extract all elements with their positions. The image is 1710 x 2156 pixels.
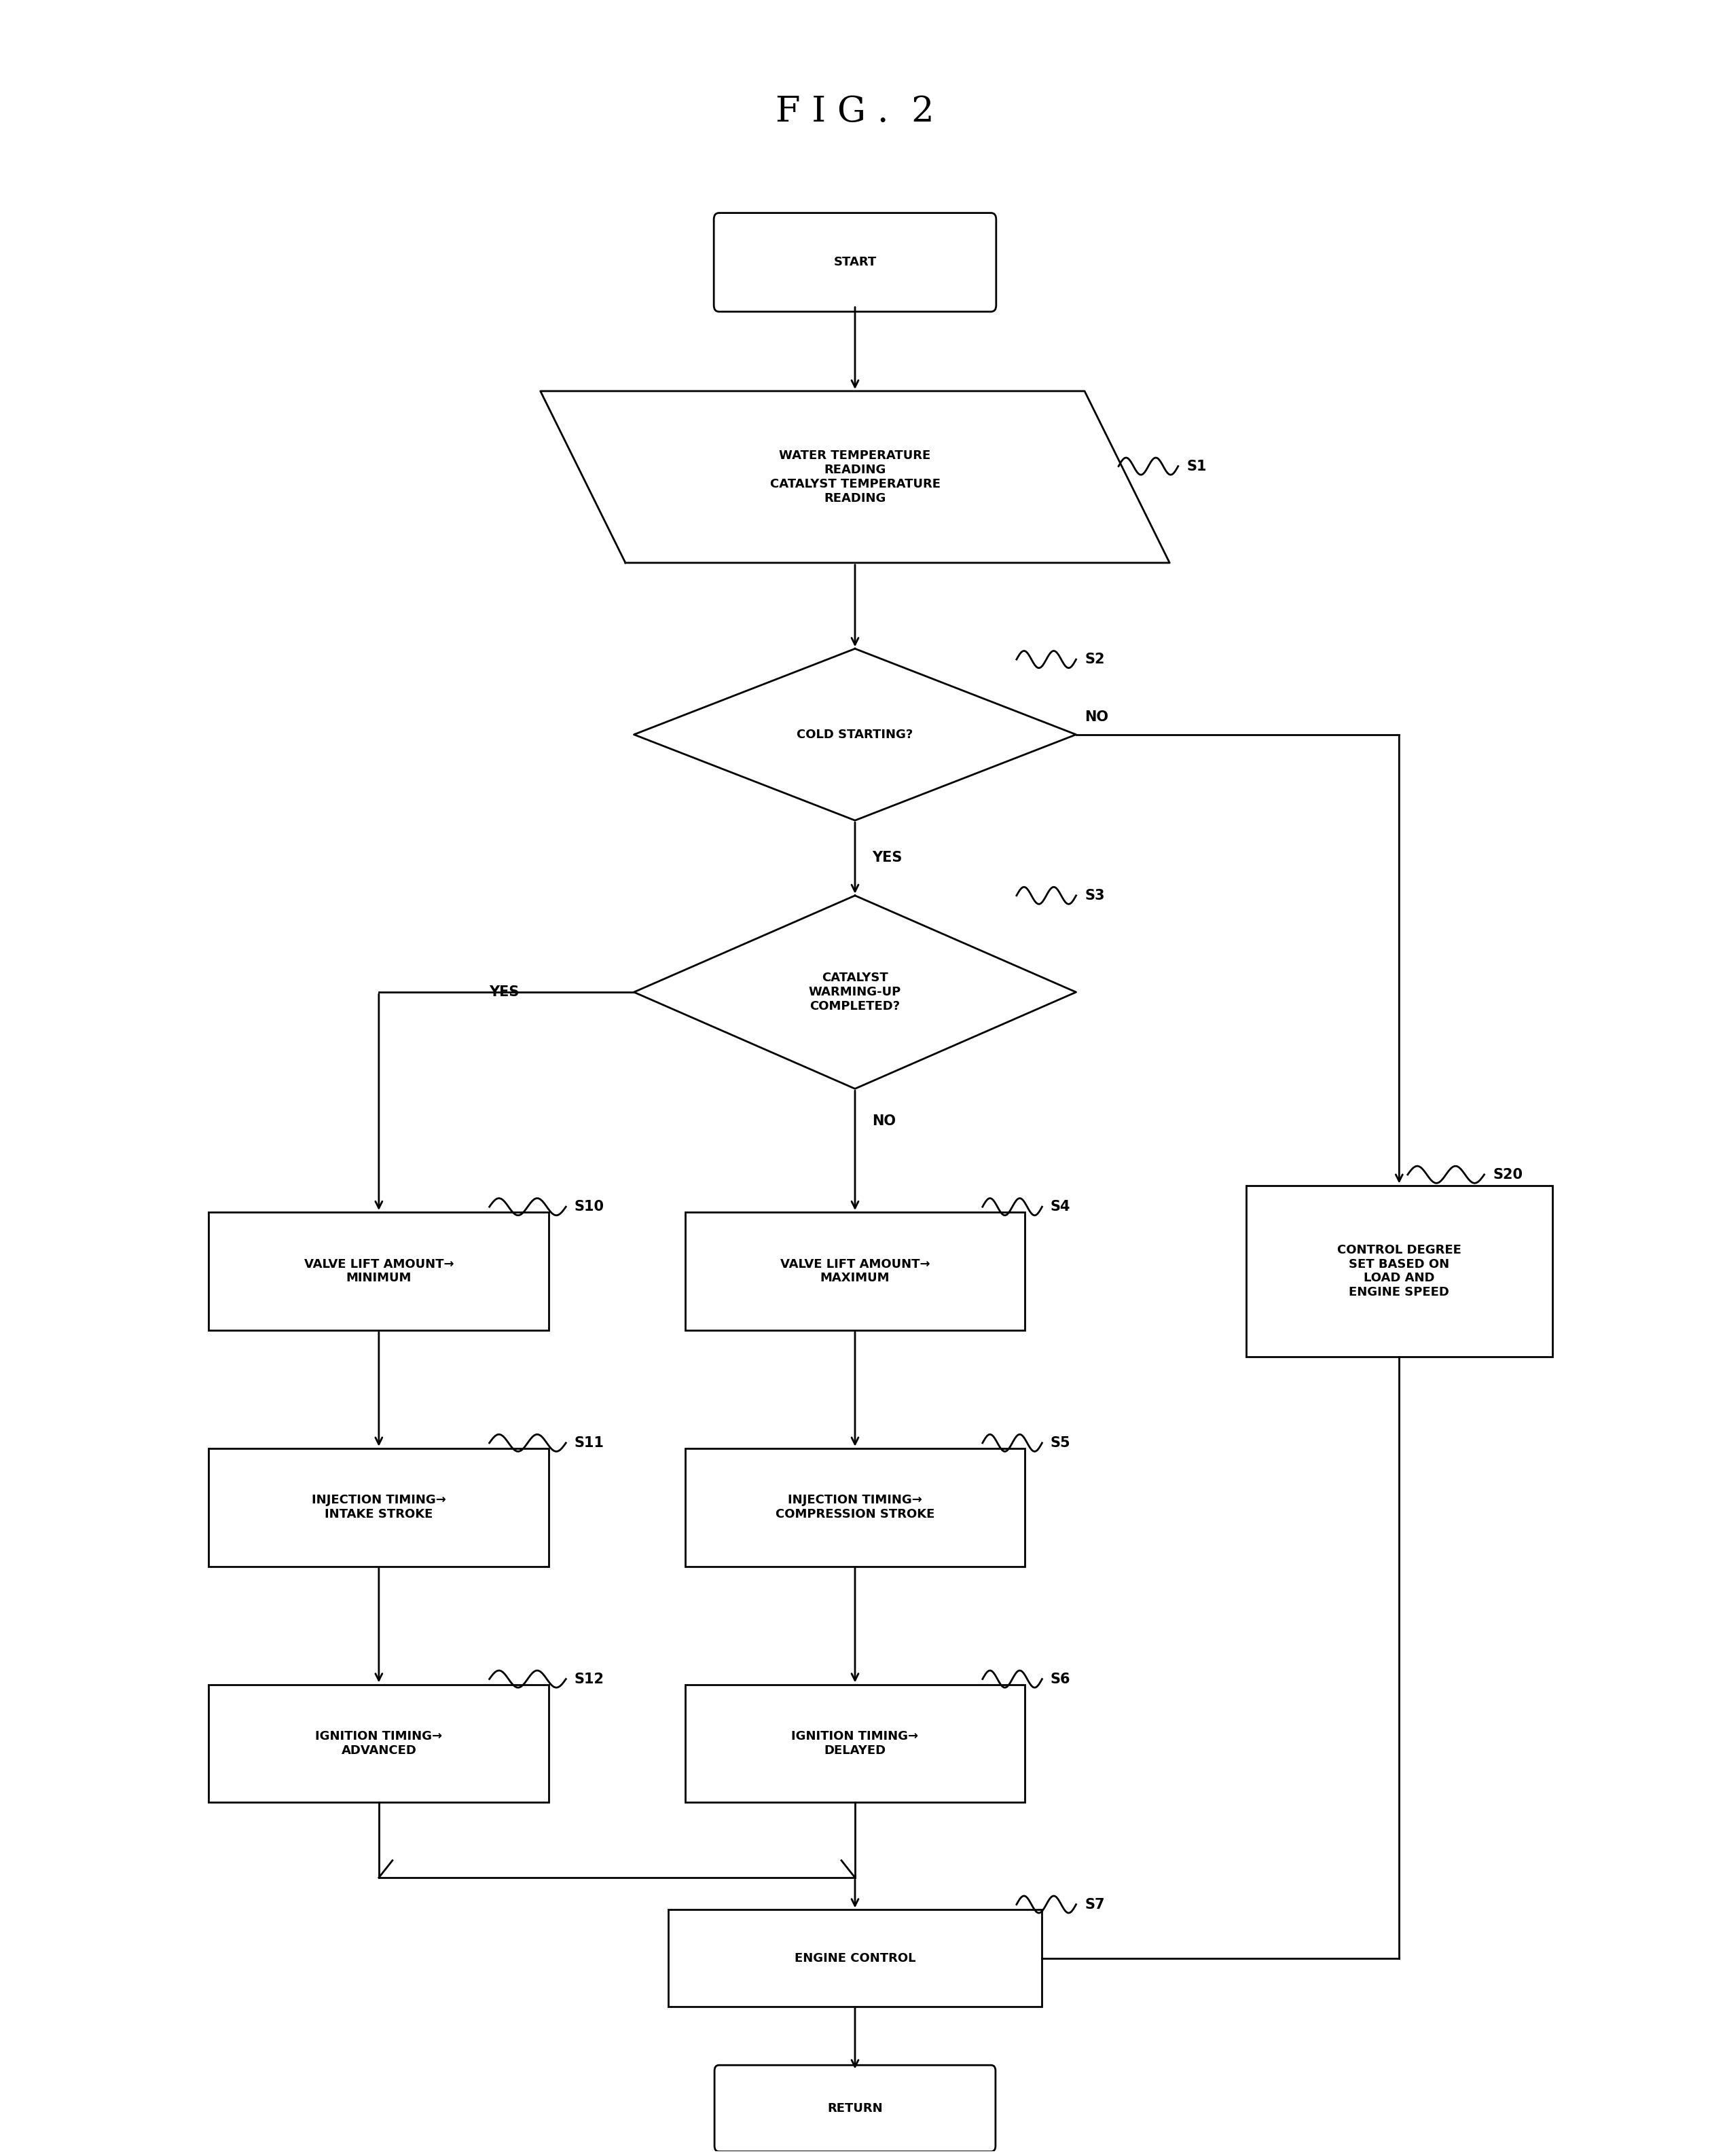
Bar [686,1449,1024,1567]
Text: COLD STARTING?: COLD STARTING? [797,729,913,742]
Text: S11: S11 [575,1436,604,1449]
Text: NO: NO [872,1115,896,1128]
Text: START: START [833,257,877,267]
Polygon shape [634,895,1076,1089]
Text: S7: S7 [1084,1897,1105,1910]
Text: S1: S1 [1187,459,1207,472]
Bar [686,1212,1024,1330]
Text: S10: S10 [575,1201,604,1214]
Text: S12: S12 [575,1673,604,1686]
Bar [686,1684,1024,1802]
Text: VALVE LIFT AMOUNT→
MAXIMUM: VALVE LIFT AMOUNT→ MAXIMUM [780,1257,930,1285]
Polygon shape [540,390,1170,563]
Text: S5: S5 [1050,1436,1070,1449]
Text: INJECTION TIMING→
INTAKE STROKE: INJECTION TIMING→ INTAKE STROKE [311,1494,446,1520]
Text: CATALYST
WARMING-UP
COMPLETED?: CATALYST WARMING-UP COMPLETED? [809,972,901,1013]
Text: S2: S2 [1084,653,1105,666]
Bar [209,1212,549,1330]
Bar [209,1684,549,1802]
Text: CONTROL DEGREE
SET BASED ON
LOAD AND
ENGINE SPEED: CONTROL DEGREE SET BASED ON LOAD AND ENG… [1337,1244,1462,1298]
Text: S20: S20 [1493,1169,1522,1181]
FancyBboxPatch shape [713,213,997,313]
Text: S6: S6 [1050,1673,1070,1686]
Text: VALVE LIFT AMOUNT→
MINIMUM: VALVE LIFT AMOUNT→ MINIMUM [304,1257,453,1285]
Text: YES: YES [489,985,520,998]
Text: NO: NO [1084,709,1108,724]
Text: RETURN: RETURN [828,2102,882,2115]
Bar [669,1910,1041,2007]
Text: S4: S4 [1050,1201,1070,1214]
Text: YES: YES [872,852,903,865]
Text: S3: S3 [1084,888,1105,903]
Text: IGNITION TIMING→
DELAYED: IGNITION TIMING→ DELAYED [792,1731,918,1757]
Text: WATER TEMPERATURE
READING
CATALYST TEMPERATURE
READING: WATER TEMPERATURE READING CATALYST TEMPE… [770,451,941,505]
Bar [1247,1186,1553,1356]
Text: INJECTION TIMING→
COMPRESSION STROKE: INJECTION TIMING→ COMPRESSION STROKE [775,1494,935,1520]
Text: F I G .  2: F I G . 2 [776,95,934,129]
Text: ENGINE CONTROL: ENGINE CONTROL [795,1951,915,1964]
FancyBboxPatch shape [715,2065,995,2152]
Text: IGNITION TIMING→
ADVANCED: IGNITION TIMING→ ADVANCED [315,1731,443,1757]
Polygon shape [634,649,1076,821]
Bar [209,1449,549,1567]
